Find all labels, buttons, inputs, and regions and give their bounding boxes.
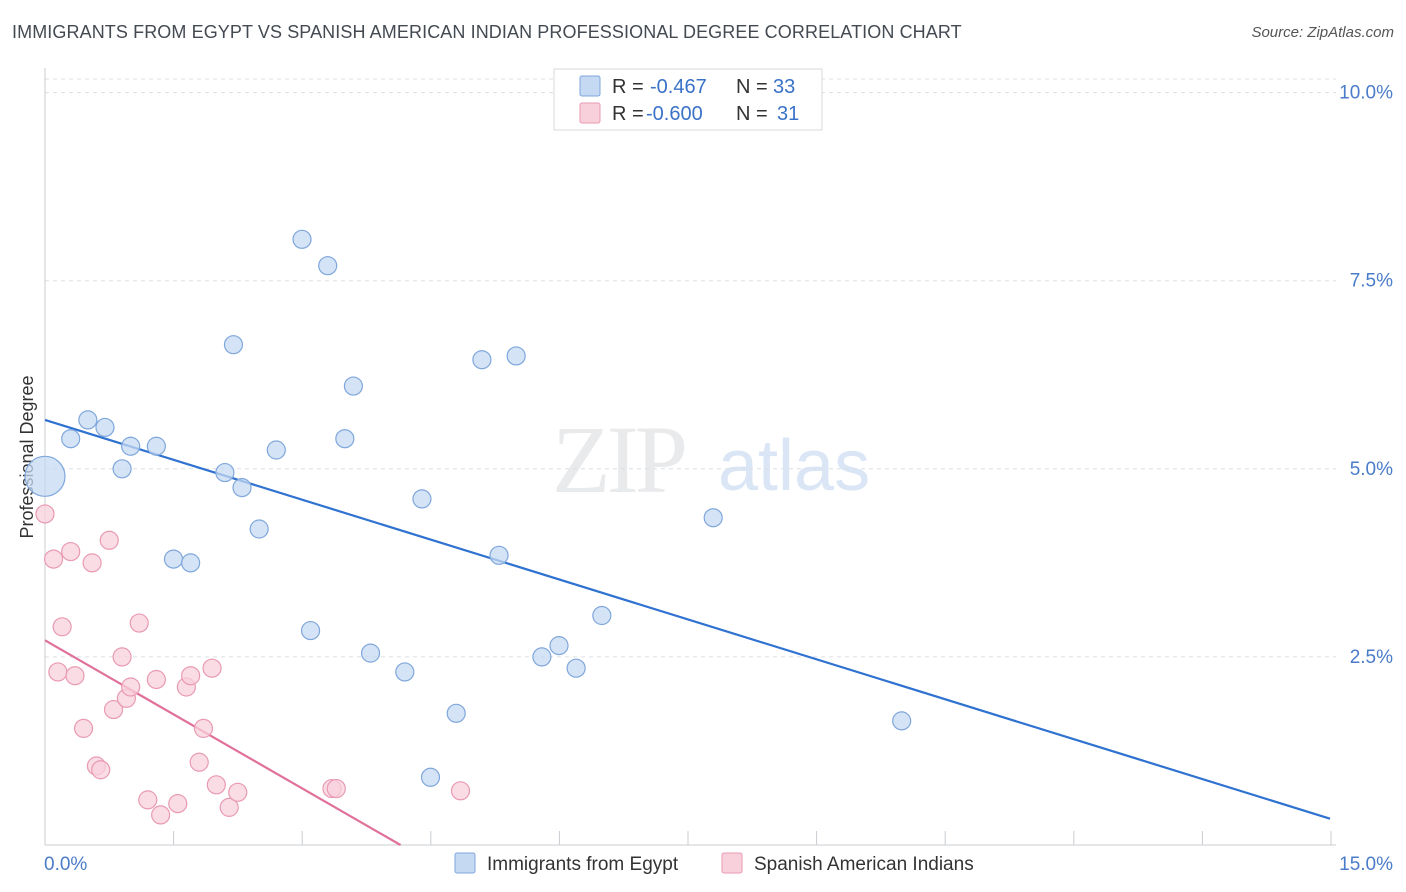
spanish-american-indians-point	[52, 617, 72, 637]
egypt-point	[489, 545, 509, 565]
stats-legend: R = -0.467 N = 33 R = -0.600 N = 31	[553, 68, 823, 131]
egypt-point	[121, 436, 141, 456]
egypt-point	[506, 346, 526, 366]
egypt-point	[146, 436, 166, 456]
egypt-point	[703, 508, 723, 528]
y-tick-label: 2.5%	[1350, 647, 1393, 668]
spanish-american-indians-point	[219, 797, 239, 817]
egypt-point	[215, 462, 235, 483]
spanish-american-indians-point	[91, 760, 111, 780]
stats-legend-swatch-pink	[579, 102, 601, 124]
spanish-american-indians-point	[35, 504, 55, 524]
series-legend-label-spanish-american-indians: Spanish American Indians	[754, 854, 974, 875]
spanish-american-indians-point	[61, 541, 81, 562]
stats-legend-n-value: 31	[777, 103, 799, 125]
stats-legend-r-label: R =	[612, 76, 644, 98]
stats-legend-r-label: R =	[612, 103, 644, 125]
stats-legend-n-label: N =	[736, 76, 768, 98]
stats-legend-r-value: -0.467	[650, 76, 707, 98]
watermark-atlas: atlas	[718, 426, 870, 506]
egypt-point	[223, 335, 244, 355]
egypt-point	[343, 376, 363, 396]
chart-title: IMMIGRANTS FROM EGYPT VS SPANISH AMERICA…	[12, 22, 962, 42]
spanish-american-indians-point	[99, 530, 119, 550]
spanish-american-indians-point	[73, 718, 94, 738]
series-legend-swatch-spanish-american-indians	[721, 852, 743, 874]
egypt-point	[95, 417, 115, 438]
x-tick-marks	[173, 831, 1332, 845]
spanish-american-indians-point	[129, 613, 149, 633]
stats-legend-n-value: 33	[773, 76, 795, 98]
y-tick-labels: 2.5% 5.0% 7.5% 10.0%	[1339, 83, 1393, 668]
spanish-american-indians-point	[202, 658, 222, 678]
spanish-american-indians-point	[65, 666, 85, 686]
stats-legend-swatch-blue	[579, 75, 601, 97]
egypt-point	[292, 229, 312, 249]
watermark: ZIP atlas	[552, 406, 870, 513]
scatter-points	[24, 229, 912, 825]
egypt-point	[532, 647, 552, 667]
spanish-american-indians-point	[121, 677, 141, 697]
y-tick-label: 5.0%	[1350, 459, 1393, 480]
y-axis-label: Professional Degree	[17, 375, 37, 538]
egypt-point	[318, 256, 338, 276]
spanish-american-indians-point	[181, 666, 201, 686]
source-credit: Source: ZipAtlas.com	[1251, 24, 1394, 41]
egypt-point	[395, 662, 415, 682]
stats-legend-r-value: -0.600	[646, 103, 703, 125]
egypt-point	[249, 519, 269, 539]
series-legend: Immigrants from Egypt Spanish American I…	[454, 852, 974, 875]
y-tick-label: 7.5%	[1350, 271, 1393, 292]
spanish-american-indians-point	[326, 778, 346, 799]
spanish-american-indians-point	[112, 647, 132, 667]
egypt-point	[232, 478, 252, 498]
egypt-point	[181, 553, 201, 573]
trend-line-spanish-american-indians	[44, 639, 402, 846]
spanish-american-indians-point	[48, 662, 68, 682]
spanish-american-indians-point	[193, 718, 214, 738]
egypt-point	[300, 620, 321, 641]
egypt-point	[112, 459, 132, 479]
trend-lines	[44, 418, 1331, 846]
egypt-point	[472, 350, 492, 370]
egypt-point	[78, 410, 98, 430]
egypt-point	[163, 549, 184, 569]
egypt-point	[549, 636, 569, 656]
egypt-point	[266, 440, 286, 460]
egypt-point	[24, 455, 66, 497]
axes	[44, 68, 1336, 846]
egypt-point	[360, 643, 381, 663]
spanish-american-indians-point	[206, 775, 226, 795]
egypt-point	[61, 429, 81, 449]
spanish-american-indians-point	[228, 782, 248, 802]
egypt-point	[412, 489, 432, 509]
x-tick-label-min: 0.0%	[44, 854, 87, 875]
spanish-american-indians-point	[189, 752, 209, 772]
spanish-american-indians-point	[450, 781, 471, 801]
trend-line-egypt	[44, 418, 1331, 820]
series-legend-label-egypt: Immigrants from Egypt	[487, 854, 679, 875]
egypt-point	[335, 429, 355, 449]
spanish-american-indians-point	[43, 549, 64, 569]
spanish-american-indians-point	[138, 790, 158, 810]
x-tick-label-max: 15.0%	[1339, 854, 1393, 875]
spanish-american-indians-point	[168, 794, 188, 814]
stats-legend-n-label: N =	[736, 103, 768, 125]
egypt-point	[446, 703, 466, 723]
spanish-american-indians-point	[151, 805, 171, 825]
gridlines	[45, 78, 1336, 658]
spanish-american-indians-point	[82, 553, 102, 573]
egypt-point	[566, 658, 586, 678]
egypt-point	[420, 767, 441, 787]
spanish-american-indians-point	[146, 669, 166, 690]
egypt-point	[592, 605, 612, 626]
watermark-zip: ZIP	[552, 406, 685, 513]
y-tick-label: 10.0%	[1339, 83, 1393, 104]
spanish-american-indians-point	[103, 699, 124, 720]
egypt-point	[892, 711, 912, 731]
series-legend-swatch-egypt	[454, 852, 476, 874]
